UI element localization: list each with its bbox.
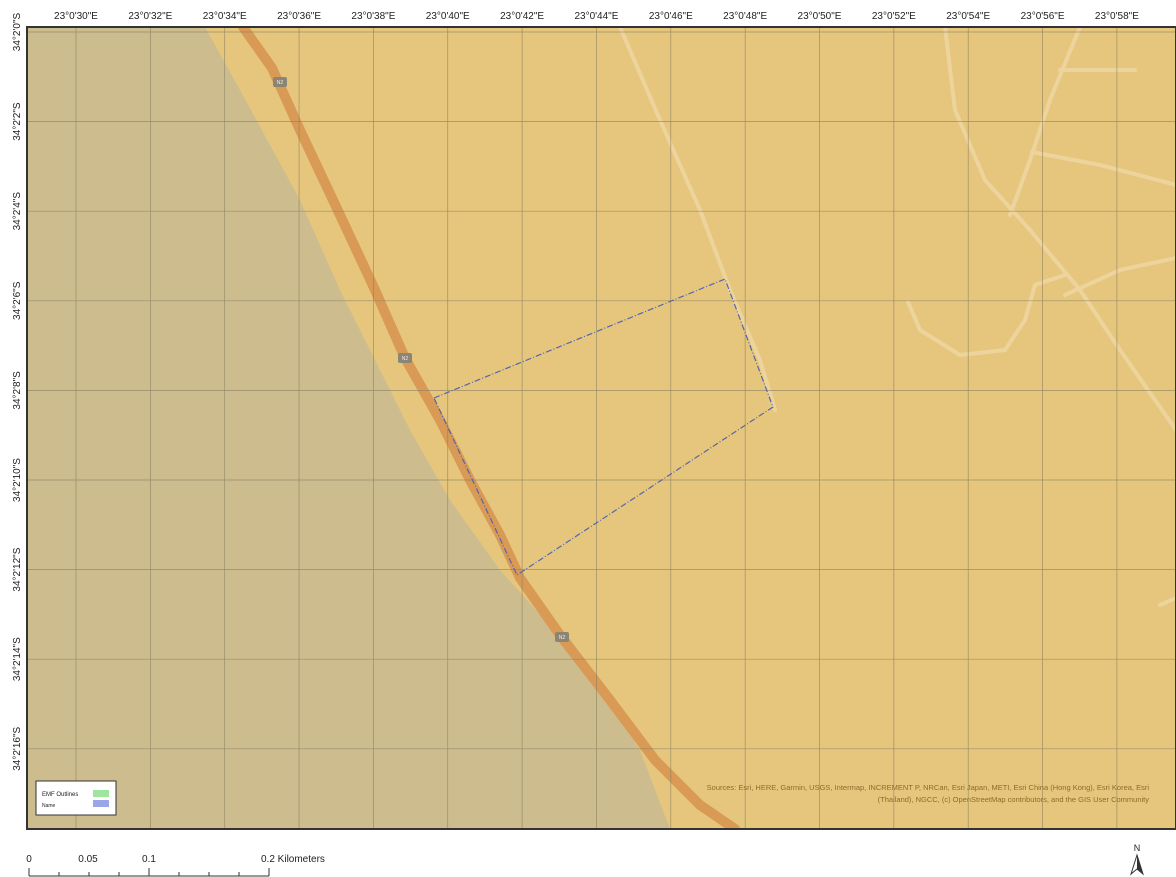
map-frame — [26, 26, 1176, 830]
left-tick-label: 34°2'4"S — [12, 192, 23, 231]
left-tick-label: 34°2'2"S — [12, 102, 23, 141]
legend-box — [35, 780, 117, 816]
legend-swatch-bottom — [93, 800, 109, 807]
top-tick-label: 23°0'46"E — [649, 11, 693, 22]
scale-label-0.1: 0.1 — [142, 854, 156, 865]
scale-ticks — [28, 868, 270, 876]
minor-road — [943, 27, 1176, 432]
top-tick-label: 23°0'44"E — [574, 11, 618, 22]
road-shield-label: N2 — [277, 80, 284, 86]
top-tick-label: 23°0'40"E — [426, 11, 470, 22]
minor-road — [1063, 256, 1176, 297]
water-area — [27, 27, 670, 829]
top-tick-label: 23°0'48"E — [723, 11, 767, 22]
left-tick-label: 34°2'8"S — [12, 371, 23, 410]
road-shield: N2 — [273, 77, 287, 87]
top-tick-label: 23°0'42"E — [500, 11, 544, 22]
top-tick-label: 23°0'50"E — [798, 11, 842, 22]
attribution-line-1: Sources: Esri, HERE, Garmin, USGS, Inter… — [707, 783, 1150, 792]
top-tick-label: 23°0'56"E — [1021, 11, 1065, 22]
scale-bar: 0 0.05 0.1 0.2 Kilometers — [26, 854, 325, 877]
legend: EMF Outlines Name — [35, 780, 117, 816]
top-tick-label: 23°0'52"E — [872, 11, 916, 22]
attribution-line-2: (Thailand), NGCC, (c) OpenStreetMap cont… — [878, 795, 1150, 804]
scale-label-0.05: 0.05 — [78, 854, 98, 865]
left-tick-label: 34°2'16"S — [12, 727, 23, 771]
left-tick-label: 34°2'12"S — [12, 547, 23, 591]
road-shield: N2 — [555, 632, 569, 642]
minor-road — [1008, 27, 1082, 217]
minor-road — [906, 273, 1067, 358]
top-tick-label: 23°0'30"E — [54, 11, 98, 22]
left-tick-label: 34°2'14"S — [12, 637, 23, 681]
scale-label-0.2: 0.2 Kilometers — [261, 854, 325, 865]
legend-title: EMF Outlines — [42, 792, 78, 798]
north-arrow: N — [1130, 843, 1144, 876]
minor-road — [618, 27, 777, 412]
top-tick-label: 23°0'36"E — [277, 11, 321, 22]
minor-road — [1158, 596, 1176, 607]
emf-outline-polygon[interactable] — [433, 278, 774, 576]
top-tick-label: 23°0'54"E — [946, 11, 990, 22]
left-tick-labels: 34°2'0"S 34°2'2"S 34°2'4"S 34°2'6"S 34°2'8"S… — [12, 12, 23, 770]
graticule — [27, 27, 1176, 829]
road-shield: N2 — [398, 353, 412, 363]
left-tick-label: 34°2'10"S — [12, 458, 23, 502]
scale-label-0: 0 — [26, 854, 32, 865]
top-tick-label: 23°0'38"E — [351, 11, 395, 22]
minor-roads — [618, 27, 1176, 607]
top-tick-label: 23°0'34"E — [203, 11, 247, 22]
top-tick-label: 23°0'58"E — [1095, 11, 1139, 22]
left-tick-label: 34°2'0"S — [12, 12, 23, 51]
left-tick-label: 34°2'6"S — [12, 281, 23, 320]
top-tick-labels: 23°0'30"E 23°0'32"E 23°0'34"E 23°0'36"E 23°0… — [54, 11, 1139, 22]
north-arrow-label: N — [1134, 843, 1141, 853]
road-shield-label: N2 — [559, 635, 566, 641]
legend-sub: Name — [42, 803, 56, 809]
top-tick-label: 23°0'32"E — [128, 11, 172, 22]
road-shield-label: N2 — [402, 356, 409, 362]
legend-swatch-top — [93, 790, 109, 797]
minor-road — [1030, 150, 1176, 187]
